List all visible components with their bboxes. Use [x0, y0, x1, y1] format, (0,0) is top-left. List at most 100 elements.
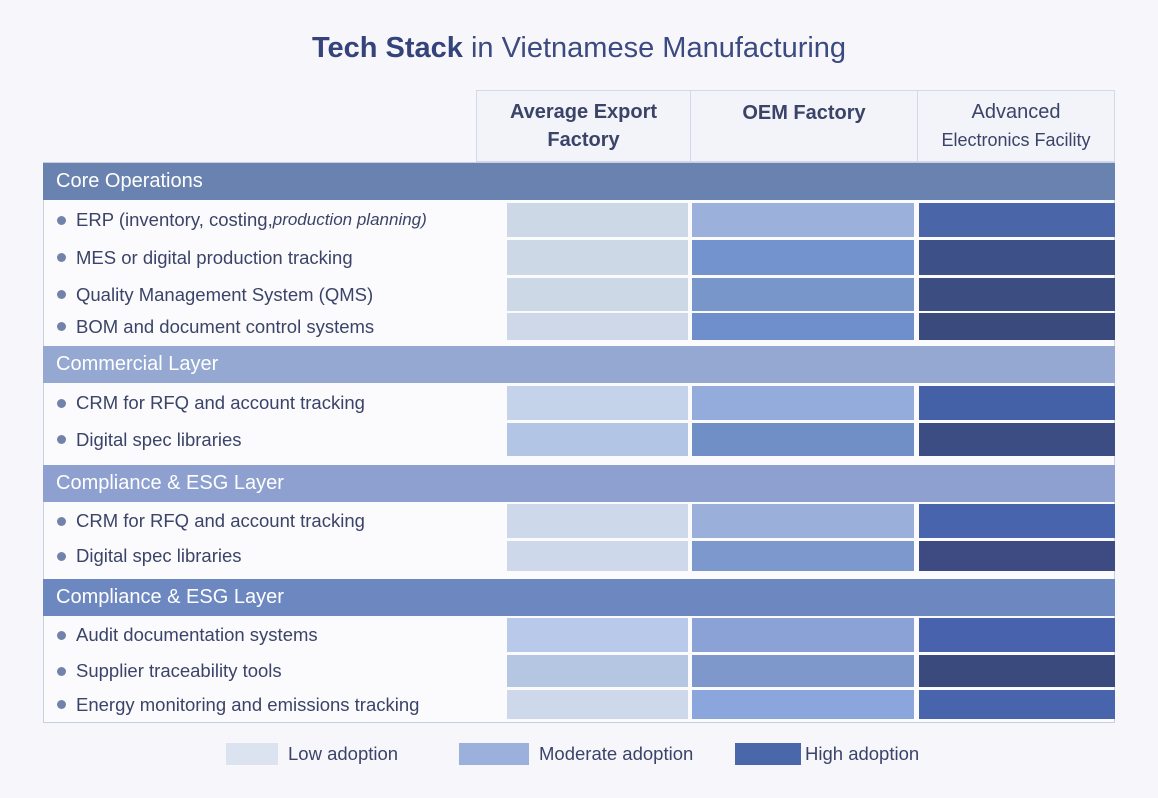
heat-cell-moderate [692, 690, 914, 719]
heat-cell-moderate [692, 504, 914, 538]
row-label: MES or digital production tracking [57, 240, 353, 275]
col-line1: OEM Factory [742, 102, 866, 124]
table-row: BOM and document control systems [43, 313, 1115, 340]
bullet-icon [57, 630, 66, 640]
heat-cell-high [919, 313, 1115, 340]
chart-title: Tech Stack in Vietnamese Manufacturing [0, 32, 1158, 65]
row-label-text: CRM for RFQ and account tracking [76, 510, 365, 531]
row-label-text: Audit documentation systems [76, 624, 318, 645]
bullet-icon [57, 253, 66, 262]
row-label-text: Energy monitoring and emissions tracking [76, 693, 420, 715]
row-label: Digital spec libraries [57, 541, 242, 571]
legend-low: Low adoption [226, 743, 398, 765]
row-label: Digital spec libraries [57, 423, 242, 456]
table-row: CRM for RFQ and account tracking [43, 386, 1115, 420]
table-row: MES or digital production tracking [43, 240, 1115, 275]
heat-cell-low [507, 504, 688, 538]
bullet-icon [57, 516, 66, 526]
row-label-text: Digital spec libraries [76, 428, 242, 450]
heat-cell-moderate [692, 240, 914, 275]
legend-swatch [226, 743, 278, 765]
heat-cell-low [507, 618, 688, 652]
row-label-text: MES or digital production tracking [76, 246, 353, 268]
heat-cell-moderate [692, 386, 914, 420]
column-header-oem: OEM Factory [690, 90, 918, 162]
heat-cell-high [919, 690, 1115, 719]
heat-cell-high [919, 386, 1115, 420]
heat-cell-moderate [692, 618, 914, 652]
row-label-text: CRM for RFQ and account tracking [76, 392, 365, 413]
table-row: Audit documentation systems [43, 618, 1115, 652]
heat-cell-high [919, 655, 1115, 687]
table-row: ERP (inventory, costing, production plan… [43, 203, 1115, 237]
bullet-icon [57, 551, 66, 561]
table-row: Digital spec libraries [43, 423, 1115, 456]
col-line1: Advanced [971, 101, 1061, 123]
column-header-advanced: Advanced Electronics Facility [917, 90, 1115, 162]
heat-cell-high [919, 240, 1115, 275]
section-title: Core Operations [56, 170, 203, 192]
bullet-icon [57, 215, 66, 225]
heat-cell-high [919, 423, 1115, 456]
row-label: CRM for RFQ and account tracking [57, 386, 365, 420]
bullet-icon [57, 435, 66, 444]
row-label-text: BOM and document control systems [76, 315, 375, 337]
heat-cell-low [507, 423, 688, 456]
legend-swatch [735, 743, 801, 765]
table-row: Digital spec libraries [43, 541, 1115, 571]
heat-cell-moderate [692, 313, 914, 340]
title-bold: Tech Stack [311, 32, 463, 64]
section-header: Compliance & ESG Layer [43, 579, 1115, 616]
legend-moderate: Moderate adoption [459, 743, 693, 765]
heat-cell-low [507, 386, 688, 420]
row-label-text: Quality Management System (QMS) [76, 283, 374, 305]
bullet-icon [57, 700, 66, 709]
table-row: Energy monitoring and emissions tracking [43, 690, 1115, 719]
heat-cell-high [919, 278, 1115, 311]
heat-cell-high [919, 541, 1115, 571]
col-line2: Electronics Facility [941, 130, 1091, 150]
row-label-text: ERP (inventory, costing, [76, 209, 273, 230]
legend-label: Moderate adoption [539, 743, 694, 764]
heat-cell-moderate [692, 655, 914, 687]
heat-cell-low [507, 240, 688, 275]
heat-cell-high [919, 203, 1115, 237]
table-row: CRM for RFQ and account tracking [43, 504, 1115, 538]
col-line1: Average Export [509, 101, 658, 123]
bullet-icon [57, 322, 66, 331]
legend-label: High adoption [805, 743, 920, 764]
heat-cell-moderate [692, 423, 914, 456]
heat-cell-moderate [692, 278, 914, 311]
section-title: Compliance & ESG Layer [56, 472, 284, 494]
section-header: Commercial Layer [43, 346, 1115, 383]
heat-cell-moderate [692, 203, 914, 237]
row-label-italic: production planning) [272, 210, 427, 229]
heat-cell-low [507, 655, 688, 687]
column-header-average-export: Average Export Factory [476, 90, 691, 162]
table-row: Supplier traceability tools [43, 655, 1115, 687]
row-label: CRM for RFQ and account tracking [57, 504, 365, 538]
heat-cell-low [507, 313, 688, 340]
row-label: Audit documentation systems [57, 618, 318, 652]
heat-cell-high [919, 504, 1115, 538]
legend-swatch [459, 743, 529, 765]
row-label: Supplier traceability tools [57, 655, 282, 687]
heat-cell-high [919, 618, 1115, 652]
heat-cell-low [507, 690, 688, 719]
bullet-icon [57, 290, 66, 299]
row-label: BOM and document control systems [57, 313, 374, 340]
row-label: Quality Management System (QMS) [57, 278, 373, 311]
section-title: Compliance & ESG Layer [56, 586, 284, 608]
row-label-text: Digital spec libraries [76, 545, 242, 566]
row-label: ERP (inventory, costing, production plan… [57, 203, 427, 237]
row-label-text: Supplier traceability tools [76, 660, 282, 681]
table-row: Quality Management System (QMS) [43, 278, 1115, 311]
section-header: Core Operations [43, 163, 1115, 200]
legend-label: Low adoption [288, 743, 399, 764]
legend-high: High adoption [735, 743, 919, 765]
bullet-icon [57, 666, 66, 676]
section-title: Commercial Layer [56, 353, 219, 375]
heat-cell-low [507, 541, 688, 571]
heat-cell-low [507, 203, 688, 237]
section-header: Compliance & ESG Layer [43, 465, 1115, 502]
